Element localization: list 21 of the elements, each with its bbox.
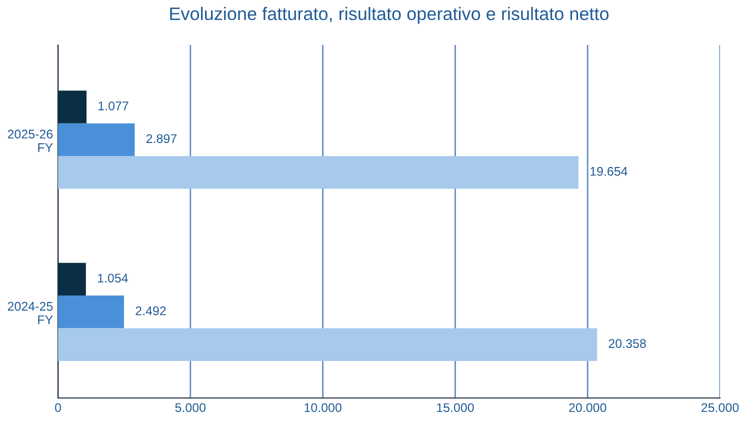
bar [58, 262, 86, 296]
y-tick-label: 2025-26 FY [8, 130, 53, 152]
x-tick-label: 10.000 [304, 403, 342, 412]
bar [58, 296, 124, 328]
data-label: 19.654 [590, 166, 628, 176]
y-tick-label: 2024-25 FY [8, 302, 53, 324]
x-tick-label: 15.000 [437, 403, 474, 412]
data-label: 2.492 [136, 306, 166, 316]
x-tick-label: 5.000 [175, 403, 206, 412]
data-label: 20.358 [608, 339, 646, 348]
x-tick-label: 25.000 [702, 403, 739, 412]
chart-title: Evoluzione fatturato, risultato operativo e risultato netto [170, 6, 609, 24]
bar [58, 90, 87, 124]
bar [58, 123, 135, 156]
data-label: 1.077 [98, 101, 128, 110]
x-tick-label: 20.000 [569, 403, 606, 412]
x-tick-label: 0 [55, 403, 61, 412]
bar [58, 156, 578, 189]
bar [58, 328, 598, 361]
data-label: 1.054 [98, 274, 128, 283]
data-label: 2.897 [146, 134, 176, 144]
